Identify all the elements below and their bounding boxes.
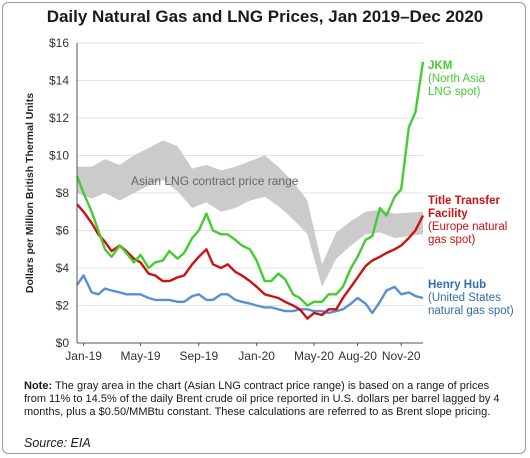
x-tick-label: Nov-20 <box>382 349 421 363</box>
source-text: Source: EIA <box>24 436 91 450</box>
henry-hub-label-line: (United States <box>428 292 501 304</box>
asian-lng-contract-band <box>77 140 423 287</box>
note-label: Note: <box>24 380 53 392</box>
series-layer <box>75 61 425 320</box>
jkm-label-line: LNG spot) <box>428 86 481 98</box>
y-tick-label: $6 <box>56 224 70 238</box>
chart-note: Note: The gray area in the chart (Asian … <box>24 380 514 419</box>
y-tick-label: $4 <box>56 261 70 275</box>
y-tick-label: $0 <box>56 336 70 350</box>
x-tick-label: May-20 <box>294 349 334 363</box>
jkm-label-line: JKM <box>428 60 452 72</box>
chart-frame <box>2 2 526 454</box>
y-tick-label: $16 <box>49 36 69 50</box>
henry-hub-line <box>76 274 424 315</box>
x-tick-label: May-19 <box>121 349 161 363</box>
ttf-label-line: Title Transfer <box>428 195 501 207</box>
x-tick-label: Jan-20 <box>238 349 275 363</box>
y-axis-title: Dollars per Million British Thermal Unit… <box>24 93 36 293</box>
annotations: Asian LNG contract price range JKM(North … <box>131 60 514 317</box>
x-tick-label: Sep-19 <box>179 349 218 363</box>
x-tick-label: Aug-20 <box>338 349 377 363</box>
x-tick-label: Jan-19 <box>65 349 102 363</box>
asian-lng-band-layer <box>77 140 423 287</box>
grid <box>77 42 423 306</box>
y-tick-label: $14 <box>49 74 69 88</box>
band-label: Asian LNG contract price range <box>131 174 299 188</box>
chart: $0 $2 $4 $6 $8 $10 $12 $14 $16 Jan-19 May-19 Sep-19… <box>24 36 514 363</box>
chart-title: Daily Natural Gas and LNG Prices, Jan 20… <box>46 7 484 26</box>
henry-hub-label-line: natural gas spot) <box>428 305 514 317</box>
jkm-line <box>75 61 425 307</box>
y-tick-label: $2 <box>56 299 70 313</box>
axes: $0 $2 $4 $6 $8 $10 $12 $14 $16 Jan-19 May-19 Sep-19… <box>24 36 423 363</box>
jkm-label-line: (North Asia <box>428 73 485 85</box>
y-tick-label: $12 <box>49 111 69 125</box>
ttf-line <box>76 203 425 320</box>
ttf-label-line: Facility <box>428 208 468 220</box>
ttf-label-line: gas spot) <box>428 234 475 246</box>
ttf-label-line: (Europe natural <box>428 221 507 233</box>
henry-hub-label-line: Henry Hub <box>428 279 486 291</box>
y-tick-label: $10 <box>49 149 69 163</box>
y-tick-label: $8 <box>56 186 70 200</box>
note-text: The gray area in the chart (Asian LNG co… <box>24 380 500 418</box>
